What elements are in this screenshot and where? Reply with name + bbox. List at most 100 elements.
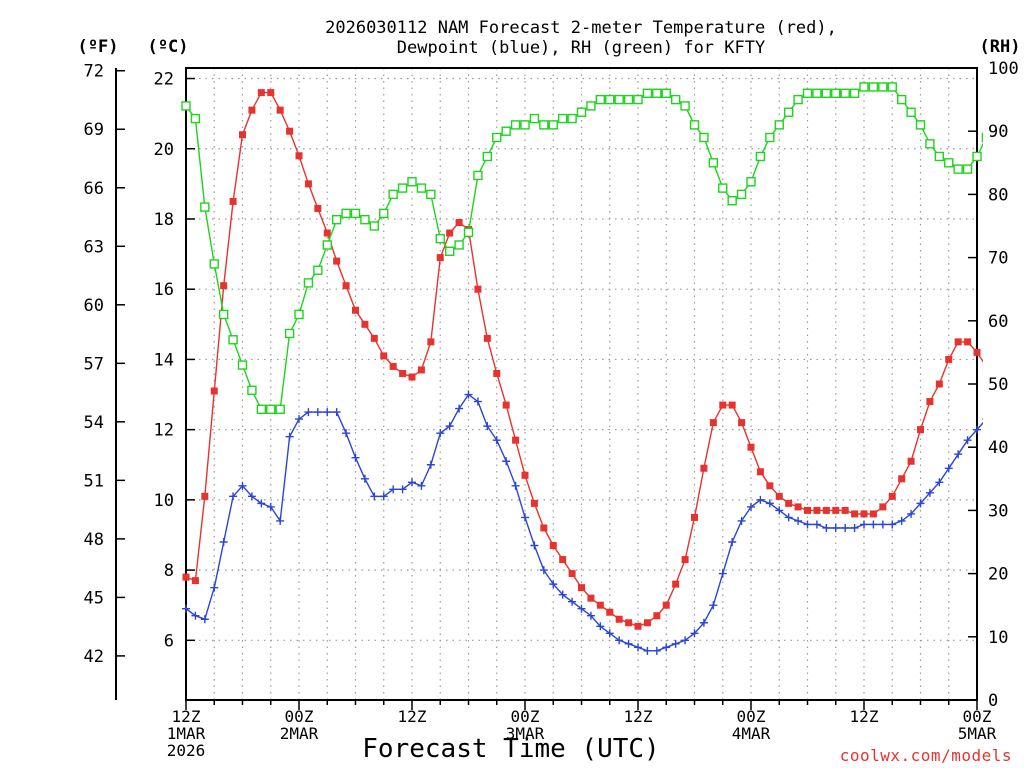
temperature-point [832,506,840,514]
dewpoint-point [699,618,708,627]
temperature-point [926,398,934,406]
dewpoint-point [247,492,256,501]
dewpoint-point [389,485,398,494]
temperature-point [945,355,953,363]
rh-point [972,151,982,162]
temperature-point [719,401,727,409]
rh-point [256,404,267,414]
temperature-point [399,369,407,377]
temperature-point [709,419,717,427]
temperature-point [182,573,190,581]
temperature-point [982,362,983,370]
dewpoint-point [304,408,313,417]
dewpoint-point [332,408,341,417]
temperature-point [728,401,736,409]
rh-tick-label: 30 [988,501,1008,521]
rh-point [595,94,606,105]
series-line [185,393,983,652]
dewpoint-point [417,481,426,490]
rh-point [670,94,681,105]
rh-point [840,88,850,98]
dewpoint-point [615,636,624,645]
temperature-point [239,131,246,139]
rh-tick-label: 90 [988,122,1008,142]
temperature-point [502,401,510,409]
rh-point [934,151,945,162]
temperature-point [747,443,755,451]
dewpoint-point [502,457,511,466]
temperature-point [229,197,237,205]
dewpoint-point [671,639,680,648]
temperature-point [295,152,303,160]
x-tick-label: 1MAR [167,724,206,743]
rh-point [539,120,549,130]
x-tick-label: 12Z [850,707,879,726]
rh-point [209,259,219,269]
temperature-point [578,584,585,592]
fahrenheit-tick-label: 69 [84,120,104,140]
temperature-point [436,254,444,262]
axes: 42 45 48 51 54 57 60 63 66 69 72 6 8 10 12 14 16 18 20 22 0 1… [84,59,1019,760]
fahrenheit-tick-label: 48 [84,530,104,550]
temperature-point [540,524,548,532]
temperature-point [361,320,369,328]
rh-point [237,360,248,370]
rh-point [746,177,756,187]
dewpoint-point [925,488,934,497]
rh-point [181,101,191,111]
dewpoint-point [728,538,737,546]
rh-tick-label: 0 [988,691,998,711]
temperature-point [352,306,359,314]
dewpoint-point [747,502,755,511]
celsius-tick-label: 10 [154,491,174,511]
series-plus [182,390,1009,655]
dewpoint-point [464,390,473,399]
rh-point [859,82,869,92]
temperature-point [380,352,388,360]
temperature-point [606,608,614,616]
rh-point [689,120,700,130]
rh-point [473,170,483,181]
rh-point [727,196,737,206]
rh-point [765,132,775,143]
dewpoint-point [436,429,445,438]
x-tick-label: 00Z [285,707,314,726]
temperature-point [653,612,661,620]
dewpoint-point [351,453,360,462]
temperature-point [446,229,454,237]
temperature-point [672,580,680,588]
rh-point [407,177,417,187]
temperature-point [973,348,981,356]
rh-point [774,120,784,130]
x-tick-label: 2026 [167,741,206,760]
x-tick-label: 00Z [737,707,766,726]
temperature-point [549,542,557,550]
temperature-point [813,506,821,514]
x-tick-label: 12Z [398,707,427,726]
temperature-point [521,471,529,479]
dewpoint-point [1001,405,1009,413]
rh-point [962,164,973,174]
chart-title-line-2: Dewpoint (blue), RH (green) for KFTY [397,38,765,58]
dewpoint-point [916,499,925,508]
dewpoint-point [219,538,228,546]
rh-point [576,107,587,117]
dewpoint-point [342,429,351,438]
dewpoint-point [973,425,981,434]
rh-point [520,120,530,130]
dewpoint-point [963,436,972,445]
dewpoint-point [878,520,887,529]
rh-point [718,183,728,193]
fahrenheit-tick-label: 66 [84,179,104,199]
rh-point [793,94,803,105]
temperature-point [417,366,425,374]
x-tick-label: 00Z [963,707,992,726]
dewpoint-point [379,492,388,501]
temperature-point [191,577,199,585]
fahrenheit-tick-label: 42 [84,647,104,667]
temperature-point [964,338,972,346]
dewpoint-point [473,397,482,406]
dewpoint-point [718,569,727,578]
credit-link[interactable]: coolwx.com/models [840,746,1012,765]
series-layer [181,82,1009,655]
